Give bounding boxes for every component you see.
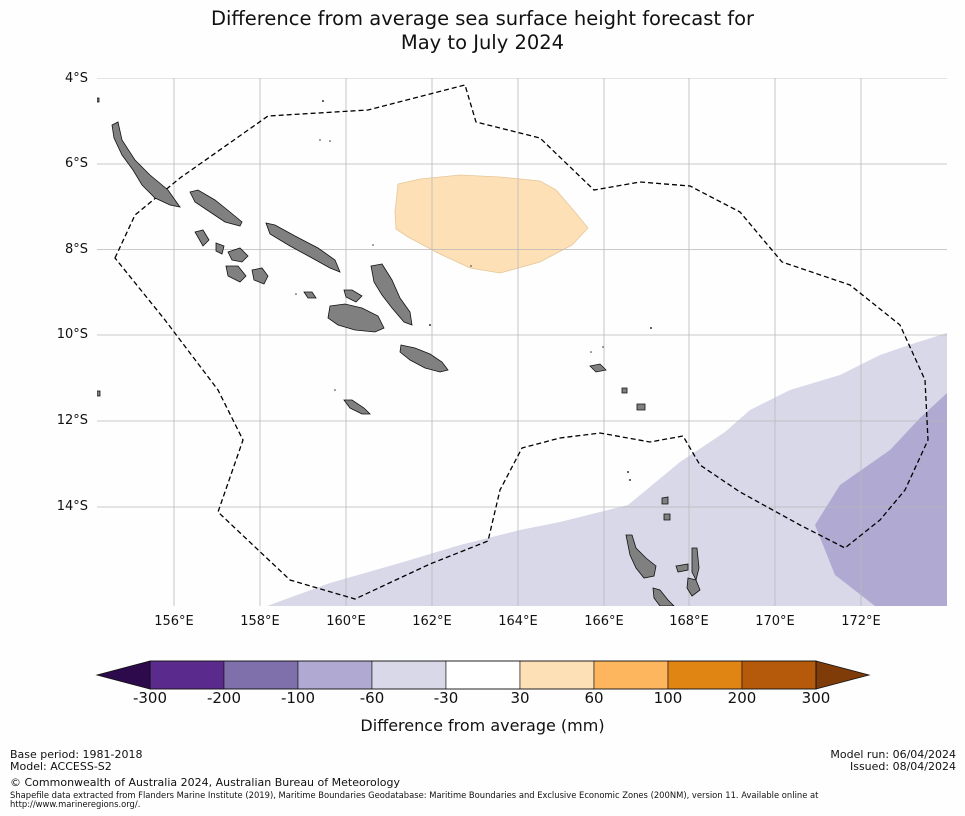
lon-label-172e: 172°E xyxy=(841,614,881,629)
colorbar-segment xyxy=(445,660,521,690)
island-guadalcanal xyxy=(327,303,385,333)
islet xyxy=(627,471,629,473)
colorbar-label: -60 xyxy=(359,689,385,707)
islet xyxy=(322,100,324,102)
island-vanua-lava xyxy=(663,513,671,521)
island-ndende xyxy=(589,363,607,373)
colorbar-segment xyxy=(667,660,743,690)
colorbar-segment xyxy=(223,660,299,690)
gridlines xyxy=(97,78,947,606)
island-nggela xyxy=(343,289,363,303)
colorbar-outline xyxy=(149,660,817,690)
islet xyxy=(329,140,331,142)
footer-issued: Issued: 08/04/2024 xyxy=(849,760,956,773)
colorbar-segment xyxy=(297,660,373,690)
island-rennell xyxy=(343,399,371,415)
footer-shapefile-credit: Shapefile data extracted from Flanders M… xyxy=(10,790,819,809)
islet xyxy=(590,351,592,353)
lon-label-168e: 168°E xyxy=(669,614,709,629)
eez-boundary xyxy=(114,84,929,600)
island-pentecost xyxy=(691,547,700,582)
anomaly-region-minus60-to-minus30 xyxy=(267,333,947,606)
lon-label-166e: 166°E xyxy=(584,614,624,629)
lon-label-156e: 156°E xyxy=(154,614,194,629)
islet xyxy=(295,293,297,295)
colorbar-label: 200 xyxy=(727,689,757,707)
colorbar-segments xyxy=(149,660,817,690)
islet xyxy=(429,324,431,326)
colorbar-segment xyxy=(519,660,595,690)
island-vella-lavella xyxy=(225,265,247,283)
colorbar xyxy=(95,660,871,690)
anomaly-region-minus100-to-minus60 xyxy=(815,393,947,606)
lat-label-6s: 6°S xyxy=(64,156,88,171)
colorbar-label: 300 xyxy=(801,689,831,707)
island-gaua xyxy=(661,496,669,505)
lon-label-158e: 158°E xyxy=(240,614,280,629)
island-espiritu-santo xyxy=(625,534,657,579)
anomaly-region-30-to-60 xyxy=(394,174,589,274)
footer-model-run: Model run: 06/04/2024 xyxy=(830,748,956,761)
chart-title: Difference from average sea surface heig… xyxy=(0,7,965,55)
lon-label-170e: 170°E xyxy=(755,614,795,629)
island-new-georgia-3 xyxy=(227,247,249,263)
colorbar-label: 100 xyxy=(653,689,683,707)
footer-copyright: © Commonwealth of Australia 2024, Austra… xyxy=(10,776,400,789)
colorbar-label: -30 xyxy=(433,689,459,707)
island-bougainville xyxy=(111,121,181,208)
chart-title-line-2: May to July 2024 xyxy=(400,31,565,54)
island-malaita xyxy=(370,263,413,326)
colorbar-extend-high xyxy=(815,660,871,690)
island-russell xyxy=(303,291,317,299)
island-epi xyxy=(686,577,701,597)
lat-label-4s: 4°S xyxy=(64,71,88,86)
island-santa-isabel xyxy=(265,222,341,273)
colorbar-segment xyxy=(149,660,225,690)
island-vanikoro xyxy=(621,387,628,394)
colorbar-label: 60 xyxy=(584,689,604,707)
island-new-georgia-2 xyxy=(215,242,225,255)
lon-label-162e: 162°E xyxy=(412,614,452,629)
islet xyxy=(629,479,631,481)
colorbar-label: -300 xyxy=(132,689,168,707)
land-masses xyxy=(97,97,701,606)
islet xyxy=(319,139,321,141)
lon-label-160e: 160°E xyxy=(326,614,366,629)
colorbar-extend-low xyxy=(95,660,151,690)
footer-base-period: Base period: 1981-2018 xyxy=(10,748,143,761)
islet xyxy=(372,244,374,246)
island-small-1 xyxy=(97,97,100,103)
islet xyxy=(334,389,336,391)
lat-label-12s: 12°S xyxy=(56,413,88,428)
islets xyxy=(295,100,652,481)
colorbar-segment xyxy=(593,660,669,690)
island-tikopia xyxy=(636,403,646,411)
lon-label-164e: 164°E xyxy=(498,614,538,629)
lat-label-8s: 8°S xyxy=(64,242,88,257)
colorbar-label: -100 xyxy=(280,689,316,707)
footer-model: Model: ACCESS-S2 xyxy=(10,760,112,773)
islet xyxy=(602,346,604,348)
island-malekula xyxy=(652,587,675,606)
colorbar-segment xyxy=(371,660,447,690)
colorbar-label: -200 xyxy=(206,689,242,707)
colorbar-label: 30 xyxy=(510,689,530,707)
island-choiseul xyxy=(189,189,243,227)
lat-label-10s: 10°S xyxy=(56,327,88,342)
island-ambrym xyxy=(675,563,689,573)
lat-label-14s: 14°S xyxy=(56,499,88,514)
colorbar-segment xyxy=(741,660,817,690)
island-small-2 xyxy=(97,390,101,397)
islet xyxy=(650,327,652,329)
island-makira xyxy=(399,344,449,373)
colorbar-title: Difference from average (mm) xyxy=(360,716,605,735)
island-ranongga xyxy=(251,267,269,285)
chart-title-line-1: Difference from average sea surface heig… xyxy=(210,7,755,30)
island-new-georgia xyxy=(194,229,210,247)
islet xyxy=(470,265,472,267)
